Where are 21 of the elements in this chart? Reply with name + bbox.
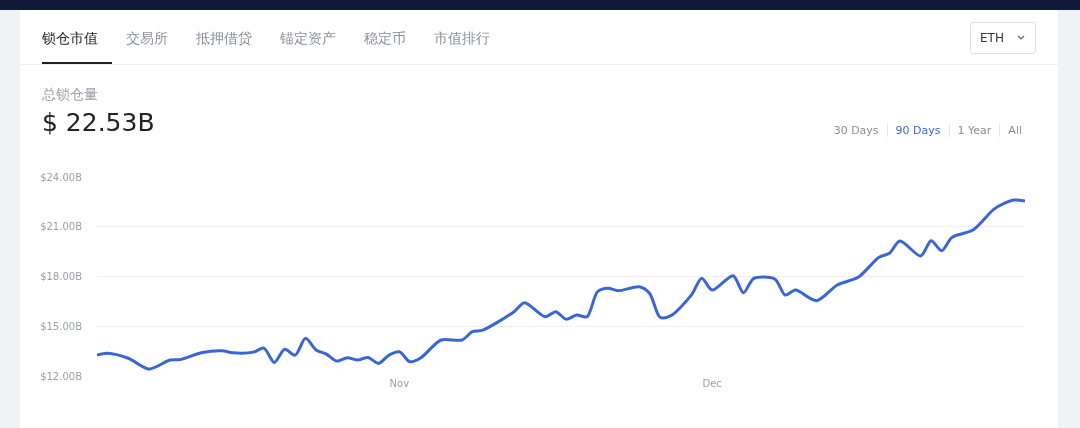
text: 市值排行 — [434, 29, 491, 46]
text: 抵押借贷 — [196, 29, 253, 46]
chart-subtitle: $ 22.53B — [42, 108, 155, 137]
x-tick-label: Dec — [702, 378, 722, 389]
text: 交易所 — [126, 29, 169, 46]
text: 90 Days — [886, 124, 949, 137]
text: 30 Days — [832, 124, 880, 137]
text: 锁仓市值 — [42, 10, 112, 64]
line-series — [97, 198, 1025, 371]
text: 稳定币 — [364, 29, 407, 46]
y-tick-label: $15.00B — [40, 320, 83, 332]
text: 锚定资产 — [280, 29, 337, 46]
y-tick-label: $21.00B — [40, 221, 83, 233]
text: ETH — [980, 31, 1004, 45]
text: All — [999, 124, 1030, 137]
x-tick-label: Nov — [389, 378, 410, 389]
chart-title: 总锁仓量 — [42, 86, 98, 104]
y-tick-label: $24.00B — [40, 171, 83, 183]
y-tick-label: $18.00B — [40, 271, 83, 282]
text: 1 Year — [948, 124, 1000, 137]
y-tick-label: $12.00B — [40, 370, 83, 382]
